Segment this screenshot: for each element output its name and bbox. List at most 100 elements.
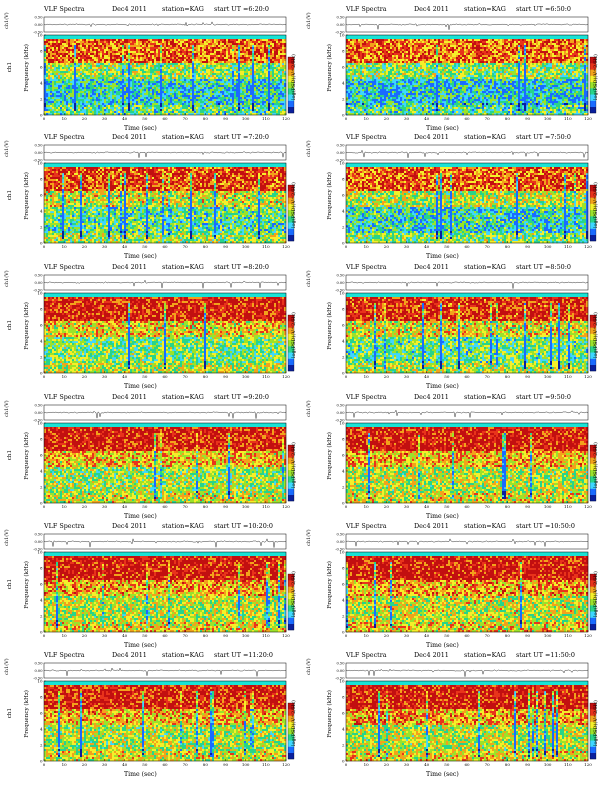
spectrogram-cell: [50, 91, 53, 94]
spectrogram-cell: [178, 37, 181, 40]
spectrogram-cell: [44, 41, 47, 44]
spectrogram-cell: [46, 55, 49, 58]
spectrogram-cell: [126, 49, 129, 52]
spectrogram-cell: [86, 61, 89, 64]
spectrogram-cell: [64, 57, 67, 60]
spectrogram-cell: [216, 87, 219, 90]
spectrogram-cell: [184, 55, 187, 58]
spectrogram-cell: [122, 61, 125, 64]
spectrogram-cell: [206, 105, 209, 108]
spectrogram-cell: [156, 53, 159, 56]
spectrogram-cell: [104, 75, 107, 78]
spectrogram-cell: [208, 43, 211, 46]
spectrogram-cell: [92, 43, 95, 46]
spectrogram-cell: [206, 75, 209, 78]
spectrogram-cell: [268, 113, 271, 116]
spectrogram-cell: [54, 47, 57, 50]
spectrogram-cell: [216, 97, 219, 100]
spectrogram-cell: [156, 69, 159, 72]
spectrogram-cell: [48, 49, 51, 52]
spectrogram-cell: [222, 87, 225, 90]
spectrogram-cell: [130, 79, 133, 82]
spectrogram-cell: [214, 53, 217, 56]
spectrogram-cell: [246, 67, 249, 70]
spectrogram-cell: [126, 61, 129, 64]
spectrogram-cell: [248, 77, 251, 80]
spectrogram-cell: [68, 57, 71, 60]
spectrogram-cell: [56, 113, 59, 116]
spectrogram-cell: [182, 61, 185, 64]
spectrogram-cell: [348, 37, 351, 40]
spectrogram-cell: [178, 45, 181, 48]
spectrogram-cell: [258, 47, 261, 50]
spectrogram-cell: [78, 69, 81, 72]
spectrogram-cell: [248, 83, 251, 86]
spectrogram-cell: [152, 105, 155, 108]
spectrogram-cell: [192, 67, 195, 70]
spectrogram-cell: [500, 39, 503, 42]
spectrogram-cell: [112, 79, 115, 82]
spectrogram-cell: [166, 103, 169, 106]
spectrogram-cell: [128, 111, 131, 114]
spectrogram-cell: [258, 101, 261, 104]
spectrogram-cell: [212, 73, 215, 76]
spectrogram-cell: [218, 45, 221, 48]
spectrogram-cell: [60, 91, 63, 94]
spectrogram-cell: [142, 69, 145, 72]
spectrogram-cell: [284, 41, 287, 44]
spectrogram-cell: [186, 111, 189, 114]
spectrogram-cell: [260, 85, 263, 88]
spectrogram-cell: [236, 47, 239, 50]
spectrogram-cell: [126, 107, 129, 110]
spectrogram-cell: [80, 91, 83, 94]
spectrogram-cell: [122, 93, 125, 96]
spectrogram-cell: [78, 71, 81, 74]
spectrogram-cell: [92, 57, 95, 60]
spectrogram-cell: [152, 95, 155, 98]
spectrogram-cell: [88, 59, 91, 62]
spectrogram-cell: [66, 91, 69, 94]
spectrogram-cell: [74, 61, 77, 64]
spectrogram-cell: [136, 57, 139, 60]
spectrogram-cell: [184, 51, 187, 54]
spectrogram-cell: [136, 37, 139, 40]
spectrogram-cell: [204, 41, 207, 44]
spectrogram-cell: [432, 35, 435, 38]
spectrogram-cell: [156, 101, 159, 104]
spectrogram-cell: [248, 103, 251, 106]
spectrogram-cell: [178, 83, 181, 86]
spectrogram-cell: [448, 45, 451, 48]
spectrogram-cell: [482, 39, 485, 42]
spectrogram-cell: [216, 47, 219, 50]
spectrogram-cell: [100, 69, 103, 72]
spectrogram-cell: [278, 99, 281, 102]
spectrogram-cell: [468, 45, 471, 48]
spectrogram-cell: [88, 83, 91, 86]
spectrogram-cell: [110, 85, 113, 88]
spectrogram-cell: [70, 37, 73, 40]
spectrogram-cell: [530, 35, 533, 38]
spectrogram-cell: [234, 99, 237, 102]
spectrogram-cell: [200, 35, 203, 38]
panel-title: VLF Spectra: [44, 4, 85, 14]
spectrogram-cell: [258, 109, 261, 112]
spectrogram-cell: [574, 41, 577, 44]
spectrogram-cell: [350, 43, 353, 46]
spectrogram-cell: [182, 71, 185, 74]
spectrogram-cell: [104, 67, 107, 70]
spectrogram-cell: [196, 41, 199, 44]
trace-tick-label: -0.50: [335, 31, 345, 35]
spectrogram-cell: [270, 87, 273, 90]
spectrogram-cell: [188, 53, 191, 56]
spectrogram-cell: [248, 43, 251, 46]
spectrogram-cell: [158, 43, 161, 46]
spectrogram-cell: [44, 111, 47, 114]
spectrogram-cell: [98, 105, 101, 108]
spectrogram-cell: [266, 101, 269, 104]
spectrogram-cell: [238, 97, 241, 100]
spectrogram-cell: [86, 69, 89, 72]
spectrogram-cell: [380, 39, 383, 42]
spectrogram-cell: [182, 85, 185, 88]
spectrogram-cell: [450, 41, 453, 44]
spectrogram-cell: [210, 47, 213, 50]
